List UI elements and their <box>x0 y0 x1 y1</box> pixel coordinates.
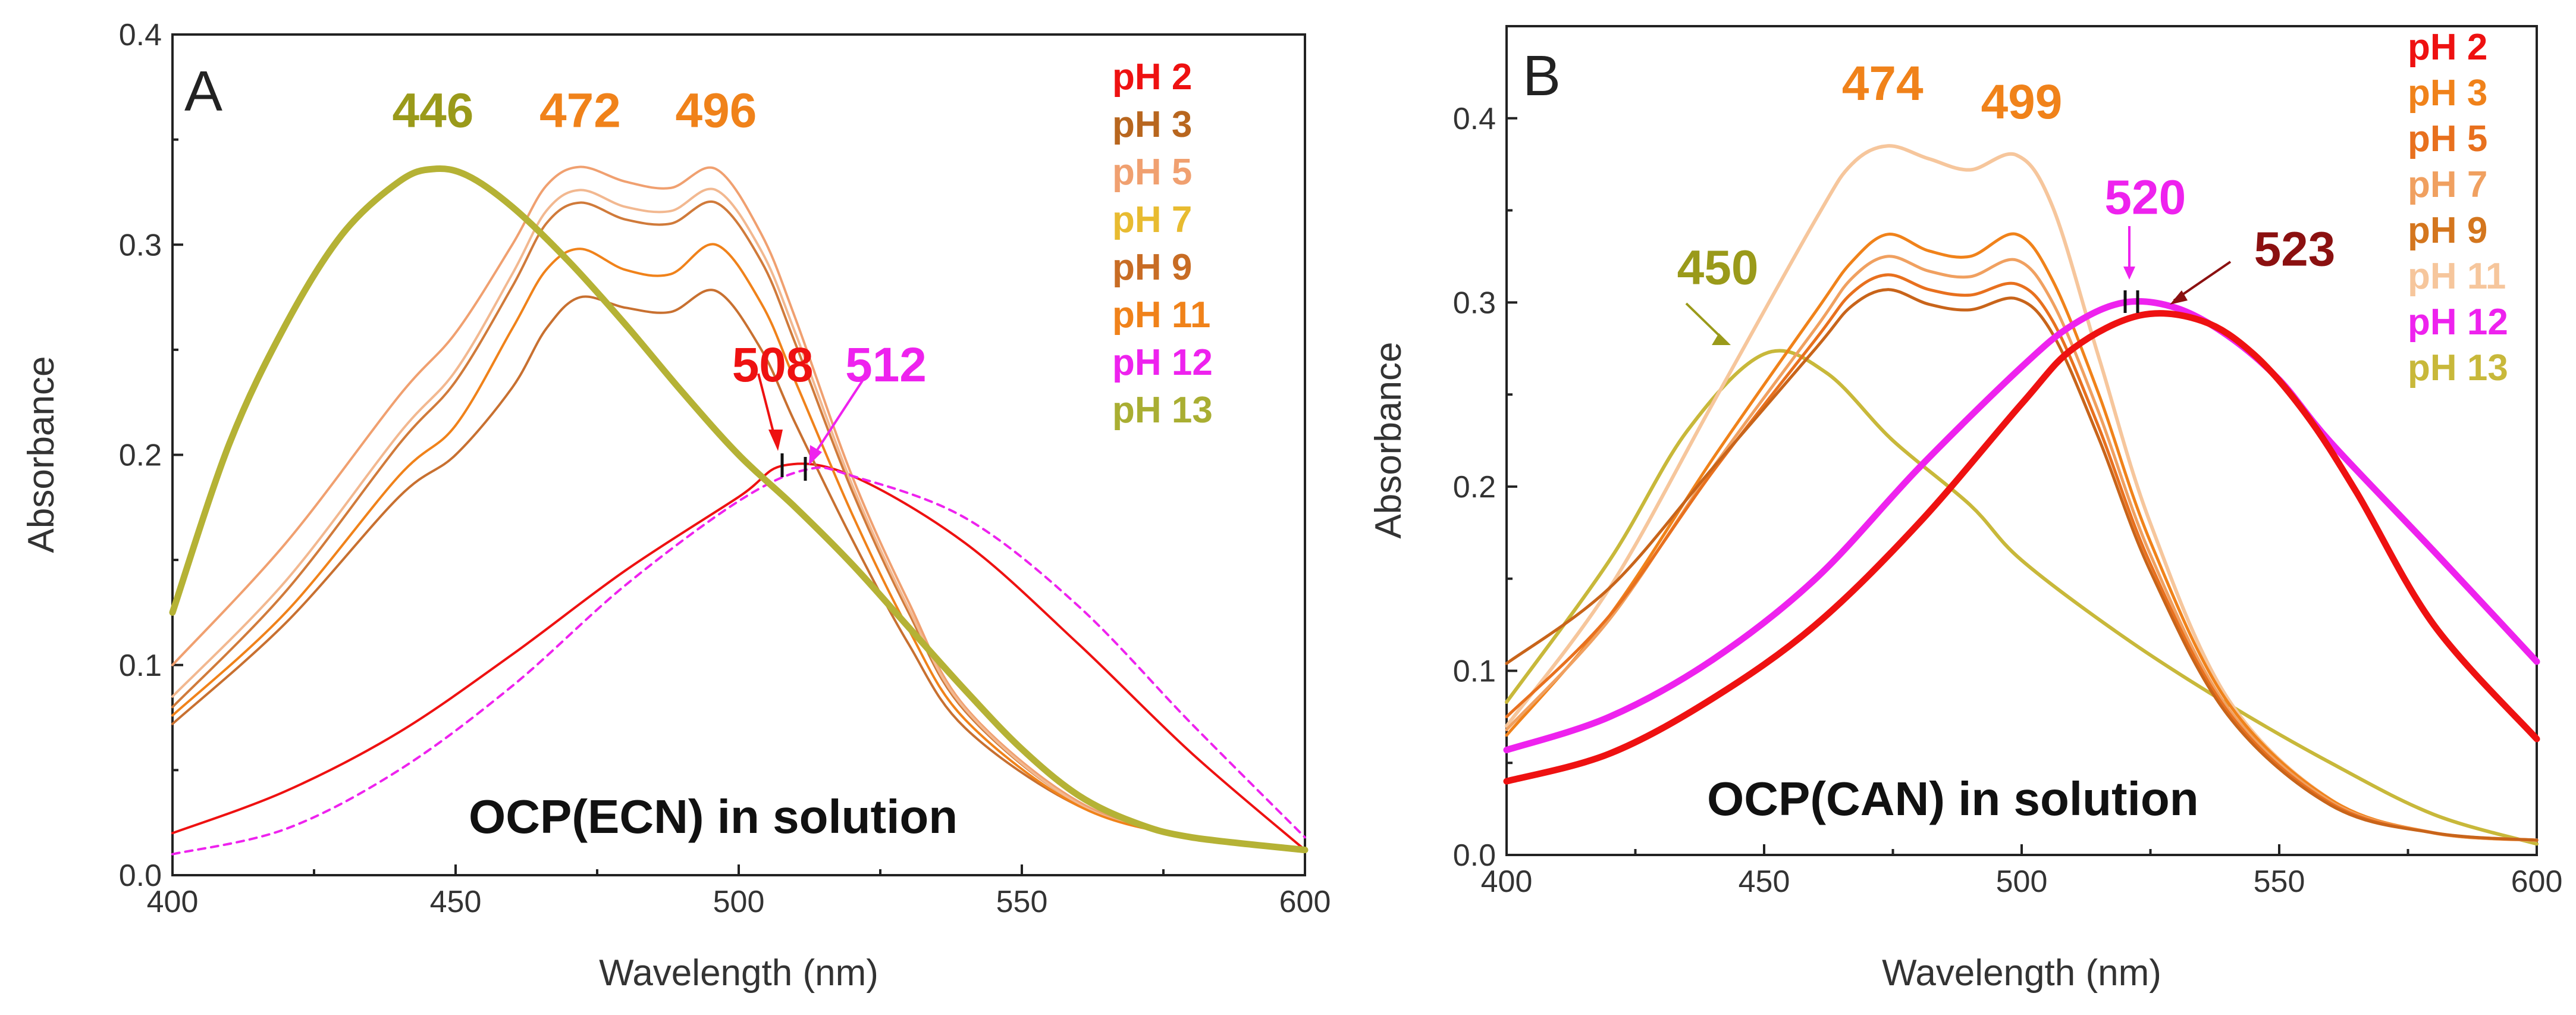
panel-label-a: A <box>184 59 222 123</box>
y-tick-label-a: 0.3 <box>119 228 162 262</box>
y-tick-label-a: 0.0 <box>119 859 162 893</box>
legend-entry-a: pH 5 <box>1112 152 1192 193</box>
y-tick-label-b: 0.0 <box>1453 838 1496 873</box>
arrow-512 <box>811 380 864 459</box>
legend-entry-b: pH 7 <box>2408 164 2487 205</box>
peak-label-474: 474 <box>1842 57 1924 111</box>
peak-label-499: 499 <box>1981 75 2063 129</box>
x-tick-label-b: 550 <box>2254 864 2305 899</box>
legend-entry-a: pH 11 <box>1112 295 1210 336</box>
y-tick-label-a: 0.4 <box>119 18 162 52</box>
x-tick-label-b: 450 <box>1739 864 1790 899</box>
legend-entry-b: pH 12 <box>2408 302 2508 343</box>
x-tick-label-b: 500 <box>1996 864 2048 899</box>
legend-entry-a: pH 13 <box>1112 390 1213 431</box>
peak-label-446: 446 <box>393 83 474 137</box>
x-tick-label-a: 450 <box>430 885 482 919</box>
legend-entry-b: pH 5 <box>2408 118 2487 159</box>
chart-panel-a: 400 450 500 550 600 0.0 0.1 0.2 0.3 0.4 A OCP(ECN… <box>21 18 1331 994</box>
arrowhead-508 <box>768 430 783 451</box>
chart-panel-b: 400 450 500 550 600 0.0 0.1 0.2 0.3 0.4 B OCP(CAN… <box>1368 25 2563 994</box>
series-line-ph-13-a <box>169 165 1309 854</box>
legend-entry-a: pH 3 <box>1112 104 1192 145</box>
arrowhead-523 <box>2170 290 2188 305</box>
x-axis-label-b: Wavelength (nm) <box>1882 953 2161 994</box>
caption-a: OCP(ECN) in solution <box>469 790 958 843</box>
legend-entry-a: pH 2 <box>1112 57 1192 98</box>
legend-a: pH 2 pH 3 pH 5 pH 7 pH 9 pH 11 pH 12 pH 13 <box>1112 57 1213 431</box>
x-tick-label-b: 400 <box>1481 864 1533 899</box>
series-line-ph-2-b <box>1503 310 2540 785</box>
x-tick-label-a: 400 <box>147 885 199 919</box>
peak-label-472: 472 <box>539 83 621 137</box>
series-line-ph-5-b <box>1505 273 2539 842</box>
x-tick-label-a: 550 <box>996 885 1048 919</box>
series-line-ph-5-a <box>171 165 1306 851</box>
series-group-a <box>169 165 1309 856</box>
peak-label-523: 523 <box>2254 222 2336 276</box>
series-line-ph-2-a <box>171 462 1306 851</box>
arrowhead-512 <box>809 445 822 465</box>
legend-entry-a: pH 7 <box>1112 199 1192 240</box>
y-tick-label-b: 0.2 <box>1453 470 1496 505</box>
x-tick-label-b: 600 <box>2511 864 2563 899</box>
legend-entry-b: pH 3 <box>2408 73 2487 114</box>
series-line-ph-3-b <box>1505 232 2539 842</box>
series-line-ph-11-a <box>171 243 1306 851</box>
y-tick-label-a: 0.2 <box>119 438 162 473</box>
y-axis-label-a: Absorbance <box>21 356 62 553</box>
series-line-ph-7-a <box>171 187 1306 851</box>
x-tick-label-a: 500 <box>713 885 765 919</box>
x-axis-label-a: Wavelength (nm) <box>599 953 878 994</box>
y-tick-label-a: 0.1 <box>119 649 162 683</box>
peak-labels-b: 474 499 450 520 523 <box>1677 57 2336 295</box>
peak-label-450: 450 <box>1677 240 1759 295</box>
arrowhead-450 <box>1712 333 1731 345</box>
series-group-b <box>1503 144 2540 846</box>
panel-label-b: B <box>1523 44 1561 108</box>
annotations-b <box>1685 226 2232 345</box>
peak-label-508: 508 <box>732 338 814 392</box>
arrowhead-520 <box>2123 267 2135 280</box>
series-line-ph-12-b <box>1503 298 2540 754</box>
series-line-ph-9-b <box>1505 288 2539 842</box>
y-tick-label-b: 0.1 <box>1453 654 1496 688</box>
y-axis-label-b: Absorbance <box>1368 342 1409 539</box>
legend-entry-b: pH 13 <box>2408 347 2508 389</box>
legend-entry-b: pH 11 <box>2408 256 2506 297</box>
y-tick-label-b: 0.4 <box>1453 102 1496 136</box>
axis-ticks-a: 400 450 500 550 600 0.0 0.1 0.2 0.3 0.4 <box>119 18 1331 919</box>
series-line-ph-3-a <box>171 289 1306 851</box>
peak-label-512: 512 <box>845 338 927 392</box>
caption-b: OCP(CAN) in solution <box>1707 772 2199 825</box>
annotations-a <box>757 373 864 481</box>
legend-entry-a: pH 12 <box>1112 342 1213 383</box>
peak-labels-a: 446 472 496 508 512 <box>393 83 927 391</box>
x-tick-label-a: 600 <box>1279 885 1331 919</box>
axis-ticks-b: 400 450 500 550 600 0.0 0.1 0.2 0.3 0.4 <box>1453 25 2563 899</box>
legend-entry-b: pH 2 <box>2408 27 2487 68</box>
legend-entry-b: pH 9 <box>2408 210 2487 251</box>
peak-label-520: 520 <box>2104 171 2186 225</box>
series-line-ph-13-b <box>1505 349 2539 846</box>
y-tick-label-b: 0.3 <box>1453 286 1496 320</box>
legend-entry-a: pH 9 <box>1112 247 1192 288</box>
peak-label-496: 496 <box>676 83 757 137</box>
